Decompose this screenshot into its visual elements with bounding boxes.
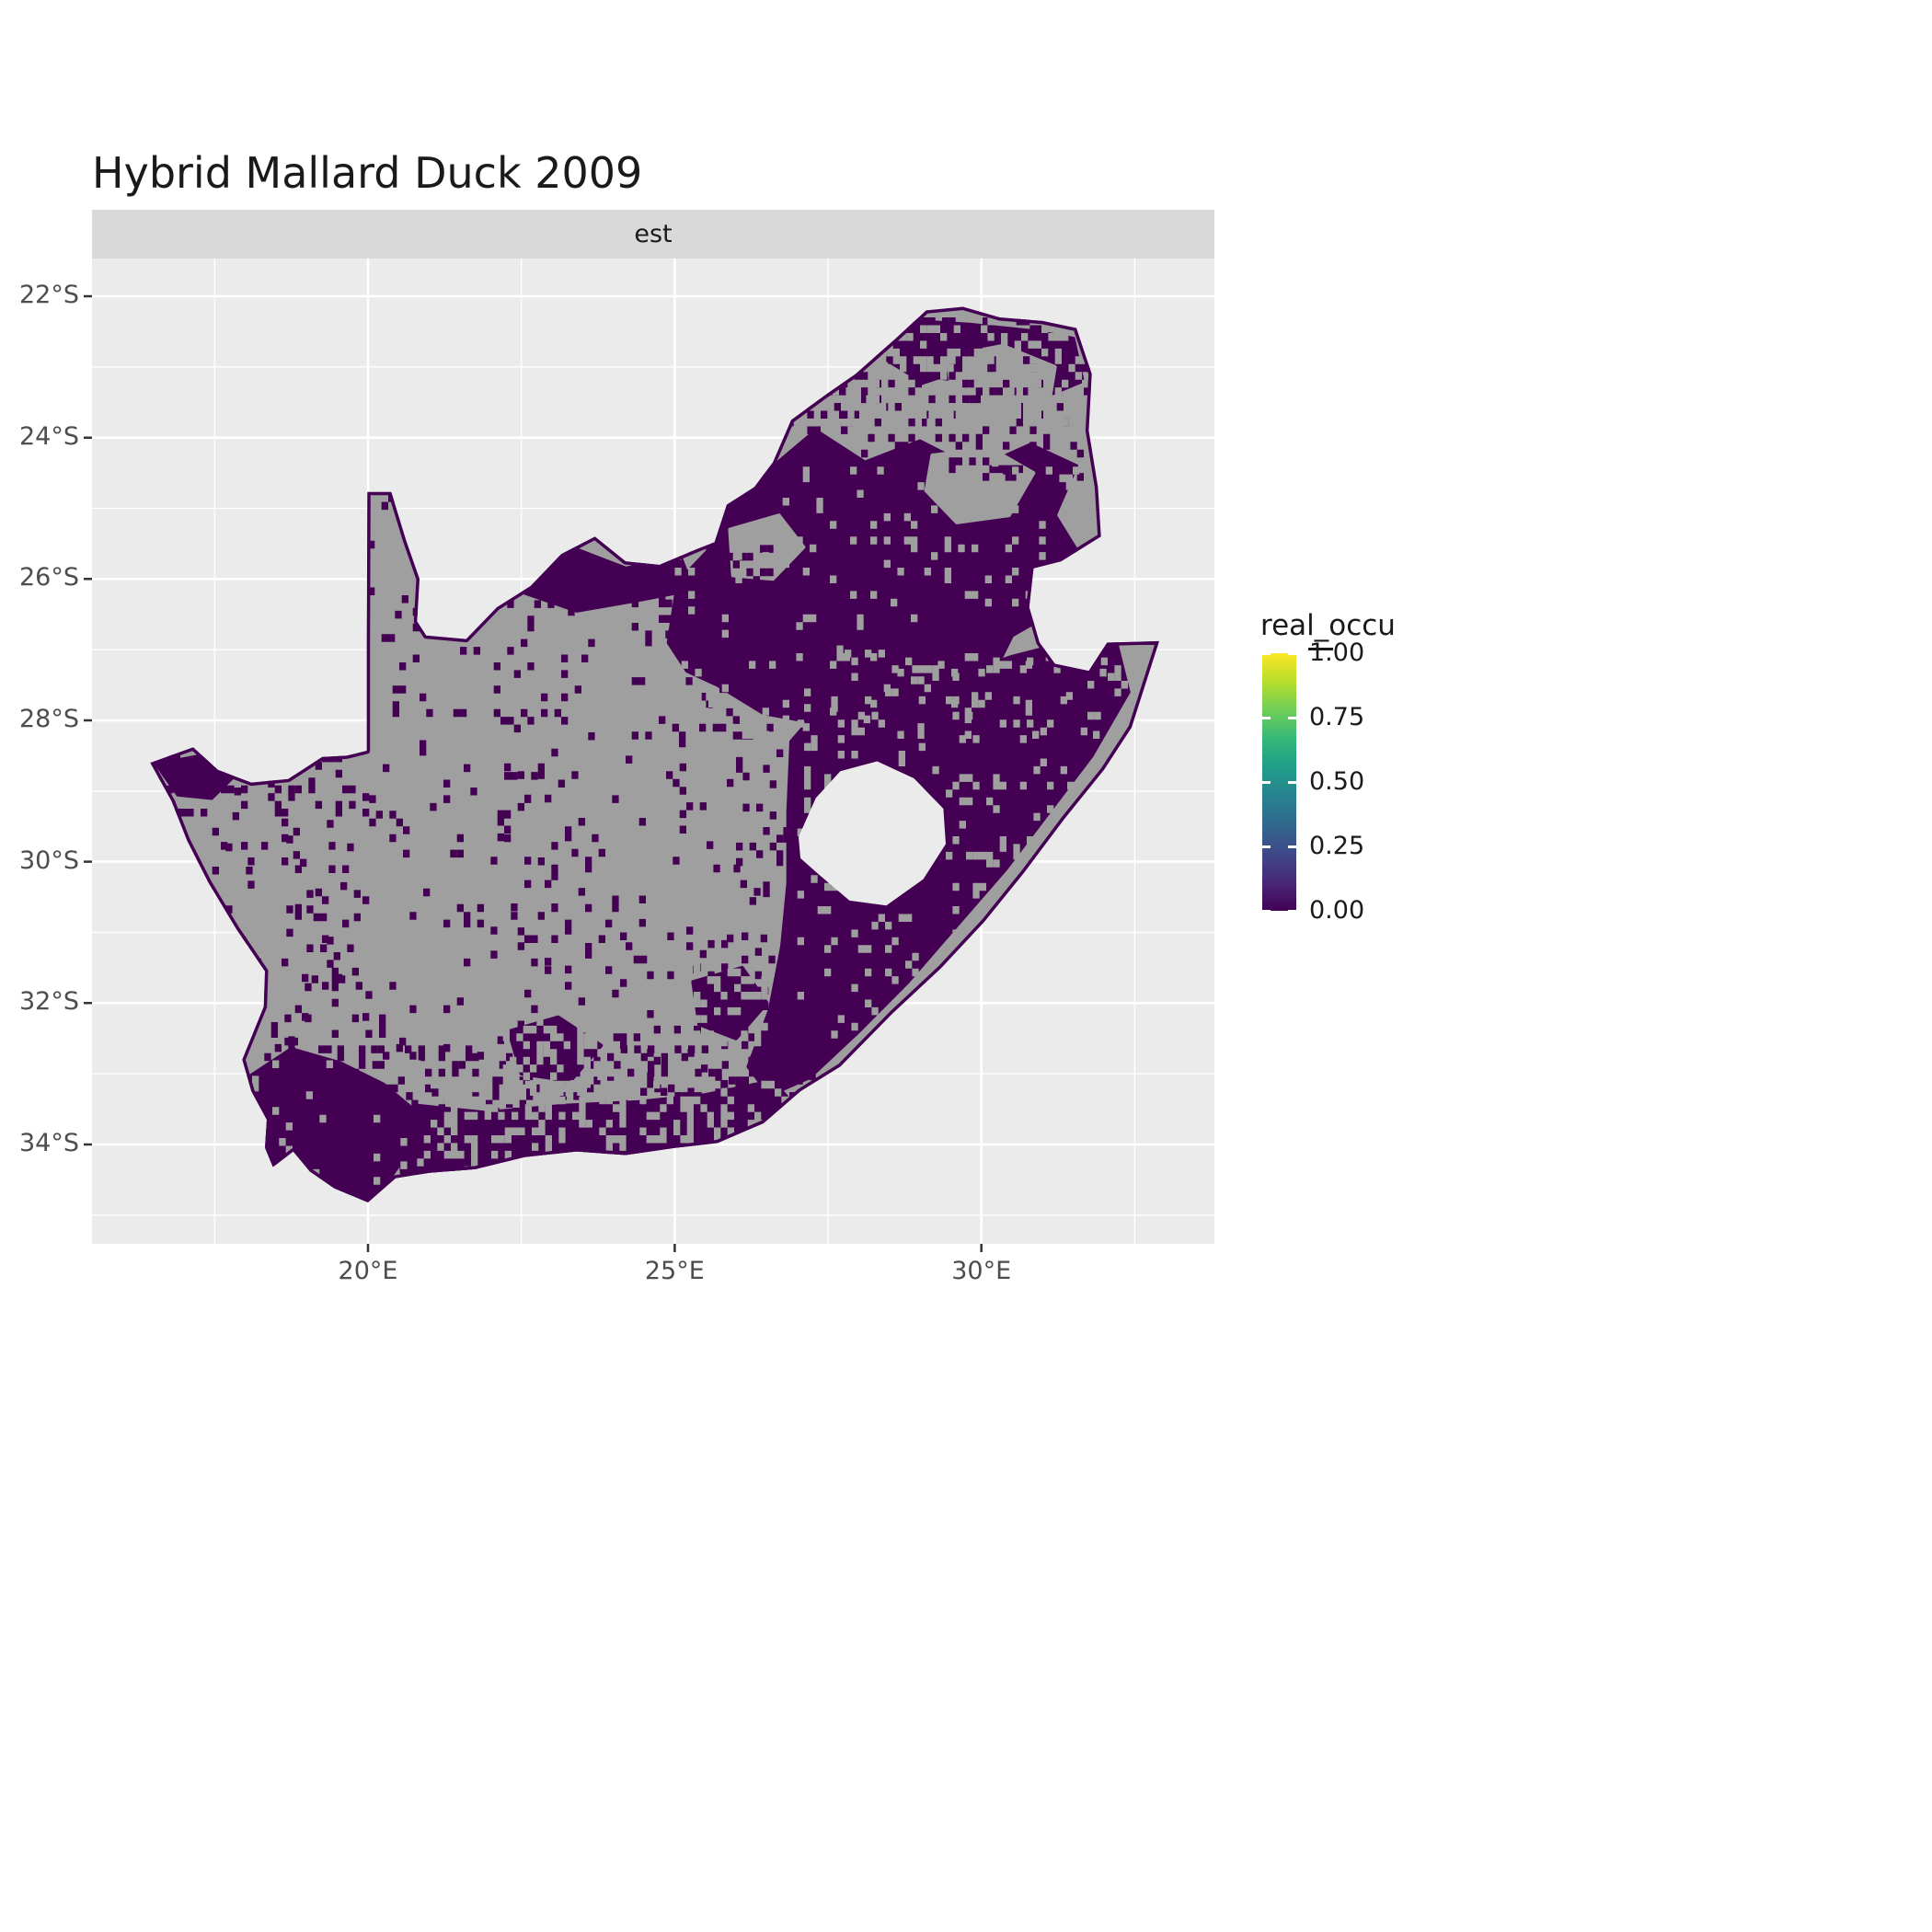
legend: real_occu 1.00 0.75 0.50 0.25 0.00	[1259, 609, 1498, 940]
y-tick-label: 24°S	[19, 421, 79, 451]
legend-tick-mark	[1288, 845, 1296, 848]
legend-tick-label: 0.25	[1309, 832, 1365, 860]
y-tick-label: 34°S	[19, 1128, 79, 1157]
legend-tick-mark	[1288, 780, 1296, 784]
legend-tick-label: 0.75	[1309, 703, 1365, 731]
lesotho-hole	[799, 761, 946, 906]
x-tick-label: 30°E	[951, 1257, 1012, 1285]
legend-tick-mark	[1288, 651, 1296, 655]
x-tick-label: 25°E	[644, 1257, 705, 1285]
legend-top-tick	[1308, 648, 1333, 650]
facet-label: est	[634, 220, 673, 248]
legend-tick-mark	[1262, 716, 1271, 719]
y-tick-label: 32°S	[19, 987, 79, 1017]
occupancy-zero-region	[513, 545, 696, 613]
y-tick-label: 28°S	[19, 704, 79, 733]
legend-tick-mark	[1288, 716, 1296, 719]
legend-tick-label: 1.00	[1309, 638, 1365, 667]
gray-speckle-cells	[245, 317, 1128, 1202]
x-tick-label: 20°E	[338, 1257, 398, 1285]
facet-strip: est	[92, 210, 1214, 259]
legend-tick-mark	[1262, 909, 1271, 913]
legend-tick-mark	[1262, 651, 1271, 655]
y-tick-label: 22°S	[19, 281, 79, 309]
tick-marks	[84, 294, 983, 1252]
y-tick-label: 30°S	[19, 845, 79, 875]
legend-tick-mark	[1262, 780, 1271, 784]
legend-tick-label: 0.00	[1309, 896, 1365, 925]
legend-tick-mark	[1288, 909, 1296, 913]
legend-title: real_occu	[1260, 609, 1396, 642]
y-tick-label: 26°S	[19, 563, 79, 592]
legend-tick-mark	[1262, 845, 1271, 848]
plot-title: Hybrid Mallard Duck 2009	[92, 148, 643, 198]
legend-tick-label: 0.50	[1309, 767, 1365, 796]
